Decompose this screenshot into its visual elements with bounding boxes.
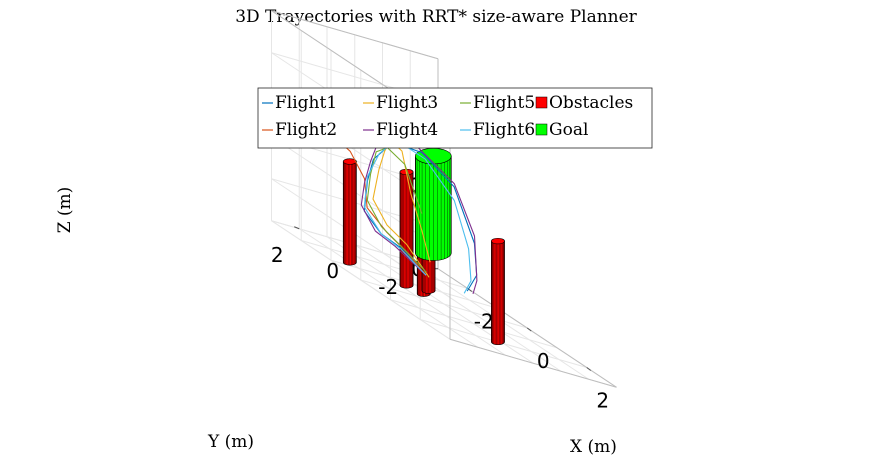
legend-item-label: Flight3: [376, 93, 438, 113]
grid-line: [354, 244, 534, 364]
legend-item-label: Flight1: [275, 93, 337, 113]
legend-swatch: [535, 96, 548, 109]
grid-line: [271, 220, 451, 340]
series-flight4: [360, 139, 478, 295]
y-tick-label: 2: [271, 243, 284, 267]
legend-swatch: [535, 123, 548, 136]
y-axis-label: Y (m): [207, 432, 254, 452]
box-edge: [271, 10, 439, 60]
obstacle-1: [342, 158, 357, 266]
obstacle-5-top: [491, 237, 505, 245]
y-axis-line: [449, 338, 617, 388]
y-tick-label: -2: [378, 275, 398, 299]
y-tick-mark: [294, 226, 300, 230]
obstacle-1-top: [342, 158, 357, 165]
obstacle-2: [399, 168, 414, 289]
y-tick-label: 0: [326, 259, 339, 283]
x-axis-label: X (m): [570, 437, 617, 457]
legend-item-label: Obstacles: [549, 93, 633, 113]
legend-item-label: Flight2: [275, 120, 337, 140]
legend-item-label: Flight6: [473, 120, 535, 140]
legend-item-label: Flight4: [376, 120, 438, 140]
chart-title: 3D Trayectories with RRT* size-aware Pla…: [235, 7, 637, 27]
legend-box: [257, 87, 653, 149]
obstacle-5: [491, 237, 505, 346]
series-flight5: [366, 147, 427, 273]
z-axis-label: Z (m): [55, 187, 75, 234]
legend: Flight1 Flight3 Flight5 Obstacles Flight2 Fli…: [257, 87, 653, 149]
grid-line: [298, 228, 479, 348]
series-flight3: [372, 139, 431, 278]
x-tick-mark: [586, 367, 592, 371]
legend-item-label: Flight5: [473, 93, 535, 113]
legend-item-label: Goal: [549, 120, 588, 140]
x-tick-label: 2: [596, 389, 609, 413]
x-tick-mark: [526, 327, 532, 332]
x-tick-label: 0: [537, 349, 550, 373]
x-tick-label: -2: [474, 310, 494, 334]
